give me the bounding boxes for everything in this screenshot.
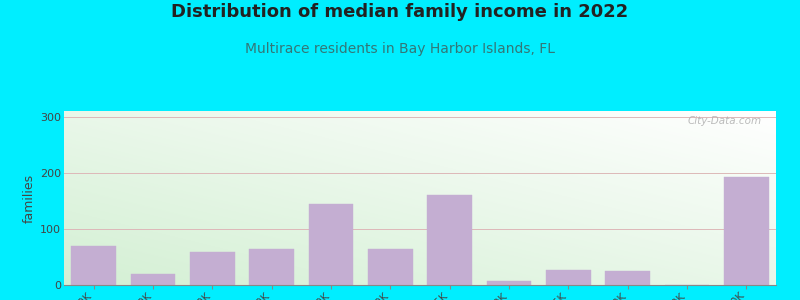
Bar [130, 274, 175, 285]
Text: Multirace residents in Bay Harbor Islands, FL: Multirace residents in Bay Harbor Island… [245, 42, 555, 56]
Y-axis label: families: families [23, 173, 36, 223]
Text: City-Data.com: City-Data.com [688, 116, 762, 126]
Bar [606, 271, 650, 285]
Bar [724, 177, 769, 285]
Bar [250, 248, 294, 285]
Bar [71, 246, 116, 285]
Bar [427, 195, 472, 285]
Text: Distribution of median family income in 2022: Distribution of median family income in … [171, 3, 629, 21]
Bar [546, 270, 590, 285]
Bar [190, 252, 234, 285]
Bar [309, 204, 354, 285]
Bar [368, 248, 413, 285]
Bar [486, 280, 531, 285]
